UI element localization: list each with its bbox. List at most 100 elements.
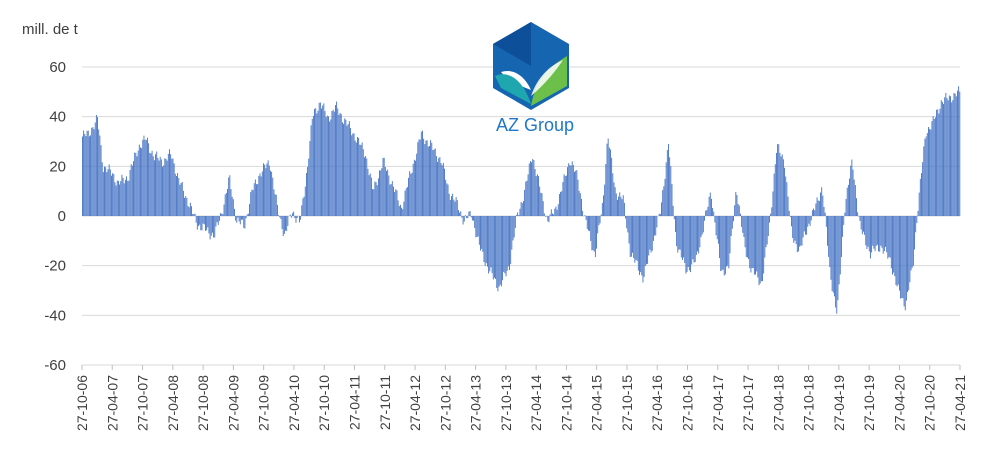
bar [837,216,839,301]
bar [734,205,736,216]
bar [169,149,170,216]
bar [437,161,439,216]
y-tick-label: 20 [49,158,66,175]
bar [842,216,844,237]
bar [945,92,947,216]
bar [289,214,291,216]
bar [84,133,86,216]
bar [916,216,918,224]
x-tick-label: 27-04-19 [831,375,847,431]
bar [851,159,853,216]
bar [938,113,940,216]
bar [105,167,107,216]
bar [331,111,333,216]
bar [650,216,652,253]
bar [912,216,914,266]
bar [405,188,407,216]
bar [811,210,813,216]
bar [510,216,512,265]
bar [717,216,719,244]
bar [556,209,558,216]
bar [171,158,173,216]
bar [868,216,870,252]
bar [381,168,383,216]
bar [705,210,707,216]
bar [401,207,403,216]
bar [373,189,375,216]
bar [830,216,832,280]
bar [176,176,177,216]
bar [112,173,114,216]
bar [339,112,341,216]
bar [354,140,356,216]
bar [470,216,472,218]
bar [613,182,615,216]
bar [272,177,274,216]
bar [334,105,336,216]
bar [364,157,365,216]
bar [476,216,478,238]
bar [493,216,495,278]
bar [93,129,95,216]
bar [880,216,882,246]
bar [119,184,121,216]
bar [881,216,883,248]
bar [831,216,833,292]
bar [303,196,305,216]
bar [654,216,656,236]
bar [907,216,909,293]
logo-facet-top [493,22,531,66]
bar [643,216,645,277]
bar [611,157,613,216]
bar [866,216,868,249]
bar [632,216,633,253]
bar [695,216,697,255]
bar [820,192,821,216]
x-tick-label: 27-10-20 [922,375,938,431]
bar [539,186,541,216]
bar [448,193,450,216]
bar [305,172,307,216]
bar [280,216,282,219]
bar [766,216,768,245]
bar [388,175,390,216]
bar [207,216,209,228]
bar [199,216,201,225]
bar [90,135,92,216]
bar [706,209,708,216]
bar [184,197,186,216]
bar [495,216,497,280]
bar [810,216,812,221]
bar [415,160,416,216]
bar [82,136,83,216]
bar [498,216,500,287]
bar [522,200,524,216]
bar [886,216,888,253]
bar [749,216,751,269]
bar [860,216,862,230]
bar [924,138,926,216]
bar [377,178,379,216]
bar [784,167,785,216]
bar [713,211,715,216]
bar [512,216,514,241]
bar [116,180,118,216]
bar [792,216,794,239]
bar [424,144,426,216]
bar [904,216,906,311]
bar [561,191,563,216]
bar [311,118,313,216]
bar [918,192,920,216]
bar [446,183,448,216]
bar [341,122,343,216]
bar [296,216,298,219]
bar [699,216,701,248]
bar [753,216,755,275]
bar [449,199,451,216]
bar [914,216,915,250]
bar [471,216,473,221]
bar [829,216,831,268]
bar [685,216,687,274]
bar [634,216,636,263]
bar [330,119,332,216]
